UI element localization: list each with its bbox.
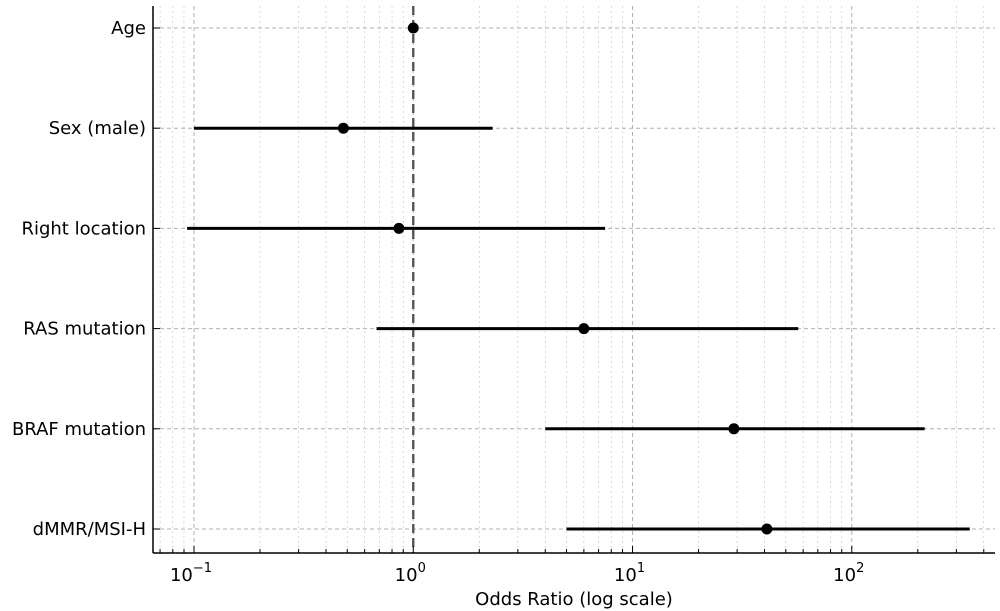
category-label: RAS mutation	[23, 319, 146, 340]
category-label: Age	[111, 18, 146, 39]
labels: Age Sex (male) Right location RAS mutation B…	[12, 18, 864, 586]
x-axis-label: Odds Ratio (log scale)	[475, 589, 673, 610]
point-estimates	[337, 22, 773, 535]
point-estimate	[393, 222, 405, 234]
point-estimate	[337, 122, 349, 134]
x-tick-label: 102	[833, 561, 864, 586]
x-tick-label: 100	[395, 561, 426, 586]
axes	[152, 6, 995, 554]
point-estimate	[407, 22, 419, 34]
category-label: Sex (male)	[49, 118, 146, 139]
point-estimate	[578, 323, 590, 335]
category-label: BRAF mutation	[12, 419, 146, 440]
point-estimate	[728, 423, 740, 435]
point-estimate	[761, 523, 773, 535]
category-label: Right location	[21, 218, 146, 239]
grid	[153, 6, 995, 553]
x-tick-label: 101	[614, 561, 645, 586]
x-tick-label: 10−1	[170, 561, 212, 586]
category-label: dMMR/MSI-H	[33, 519, 146, 540]
